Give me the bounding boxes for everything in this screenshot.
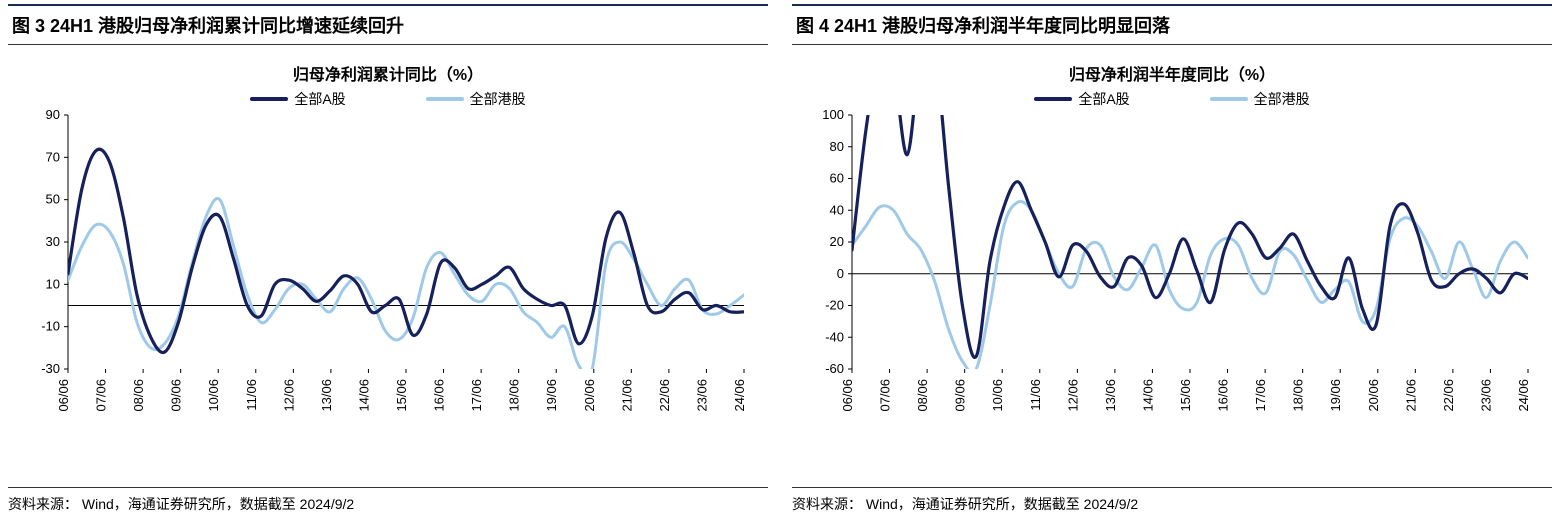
svg-text:0: 0 (837, 266, 844, 281)
plot-left: -30 -10 10 30 50 70 90 06/06 07/06 08/06 09/06 10/0… (18, 109, 758, 439)
svg-text:100: 100 (822, 109, 844, 122)
svg-text:18/06: 18/06 (507, 379, 522, 412)
svg-text:17/06: 17/06 (469, 379, 484, 412)
svg-text:08/06: 08/06 (131, 379, 146, 412)
svg-text:06/06: 06/06 (56, 379, 71, 412)
svg-text:20: 20 (830, 234, 844, 249)
legend-item-a-left: 全部A股 (250, 89, 345, 109)
panel-left: 图 3 24H1 港股归母净利润累计同比增速延续回升 归母净利润累计同比（%） … (8, 4, 768, 514)
svg-text:20/06: 20/06 (582, 379, 597, 412)
svg-text:19/06: 19/06 (1328, 379, 1343, 412)
svg-text:12/06: 12/06 (1065, 379, 1080, 412)
svg-text:12/06: 12/06 (281, 379, 296, 412)
svg-text:21/06: 21/06 (619, 379, 634, 412)
plot-right: -60 -40 -20 0 20 40 60 80 100 06/06 07/06 08/06 09/0… (802, 109, 1542, 439)
svg-text:21/06: 21/06 (1403, 379, 1418, 412)
legend-item-b-right: 全部港股 (1210, 89, 1310, 109)
svg-text:14/06: 14/06 (356, 379, 371, 412)
svg-text:10/06: 10/06 (206, 379, 221, 412)
svg-text:06/06: 06/06 (840, 379, 855, 412)
svg-text:07/06: 07/06 (878, 379, 893, 412)
svg-text:40: 40 (830, 202, 844, 217)
svg-text:22/06: 22/06 (657, 379, 672, 412)
svg-text:50: 50 (46, 192, 60, 207)
svg-text:11/06: 11/06 (244, 379, 259, 411)
svg-text:15/06: 15/06 (1178, 379, 1193, 412)
svg-text:15/06: 15/06 (394, 379, 409, 412)
svg-text:23/06: 23/06 (694, 379, 709, 412)
svg-text:16/06: 16/06 (432, 379, 447, 412)
legend-left: 全部A股 全部港股 (18, 89, 758, 109)
source-left: 资料来源： Wind，海通证券研究所，数据截至 2024/9/2 (8, 487, 768, 514)
svg-text:23/06: 23/06 (1478, 379, 1493, 412)
series-a-line (68, 149, 744, 352)
figure-label-left: 图 3 24H1 港股归母净利润累计同比增速延续回升 (8, 4, 768, 45)
svg-text:19/06: 19/06 (544, 379, 559, 412)
svg-text:13/06: 13/06 (1103, 379, 1118, 412)
svg-text:17/06: 17/06 (1253, 379, 1268, 412)
svg-text:80: 80 (830, 139, 844, 154)
svg-text:-60: -60 (825, 361, 844, 376)
legend-label-a-right: 全部A股 (1078, 89, 1129, 109)
legend-item-b-left: 全部港股 (426, 89, 526, 109)
legend-swatch-a-right (1034, 97, 1072, 101)
legend-item-a-right: 全部A股 (1034, 89, 1129, 109)
svg-text:09/06: 09/06 (953, 379, 968, 412)
legend-swatch-b-left (426, 97, 464, 101)
svg-text:24/06: 24/06 (732, 379, 747, 412)
chart-title-left: 归母净利润累计同比（%） (18, 61, 758, 85)
svg-text:14/06: 14/06 (1140, 379, 1155, 412)
svg-text:-20: -20 (825, 298, 844, 313)
svg-text:-30: -30 (41, 361, 60, 376)
svg-text:07/06: 07/06 (94, 379, 109, 412)
figure-label-right: 图 4 24H1 港股归母净利润半年度同比明显回落 (792, 4, 1552, 45)
series-a-line (852, 109, 1528, 357)
svg-text:20/06: 20/06 (1366, 379, 1381, 412)
source-right: 资料来源： Wind，海通证券研究所，数据截至 2024/9/2 (792, 487, 1552, 514)
chart-svg-right: -60 -40 -20 0 20 40 60 80 100 06/06 07/06 08/06 09/0… (802, 109, 1542, 439)
legend-right: 全部A股 全部港股 (802, 89, 1542, 109)
svg-text:08/06: 08/06 (915, 379, 930, 412)
svg-text:13/06: 13/06 (319, 379, 334, 412)
chart-svg-left: -30 -10 10 30 50 70 90 06/06 07/06 08/06 09/06 10/0… (18, 109, 758, 439)
svg-text:-40: -40 (825, 329, 844, 344)
svg-text:60: 60 (830, 171, 844, 186)
panel-right: 图 4 24H1 港股归母净利润半年度同比明显回落 归母净利润半年度同比（%） … (792, 4, 1552, 514)
svg-text:16/06: 16/06 (1216, 379, 1231, 412)
svg-text:24/06: 24/06 (1516, 379, 1531, 412)
legend-swatch-a-left (250, 97, 288, 101)
svg-text:30: 30 (46, 234, 60, 249)
svg-text:10/06: 10/06 (990, 379, 1005, 412)
legend-label-b-left: 全部港股 (470, 89, 526, 109)
svg-text:10: 10 (46, 276, 60, 291)
svg-text:11/06: 11/06 (1028, 379, 1043, 411)
svg-text:-10: -10 (41, 319, 60, 334)
svg-text:70: 70 (46, 149, 60, 164)
svg-text:18/06: 18/06 (1291, 379, 1306, 412)
svg-text:22/06: 22/06 (1441, 379, 1456, 412)
svg-text:09/06: 09/06 (169, 379, 184, 412)
legend-swatch-b-right (1210, 97, 1248, 101)
chart-title-right: 归母净利润半年度同比（%） (802, 61, 1542, 85)
svg-text:90: 90 (46, 109, 60, 122)
legend-label-b-right: 全部港股 (1254, 89, 1310, 109)
legend-label-a-left: 全部A股 (294, 89, 345, 109)
